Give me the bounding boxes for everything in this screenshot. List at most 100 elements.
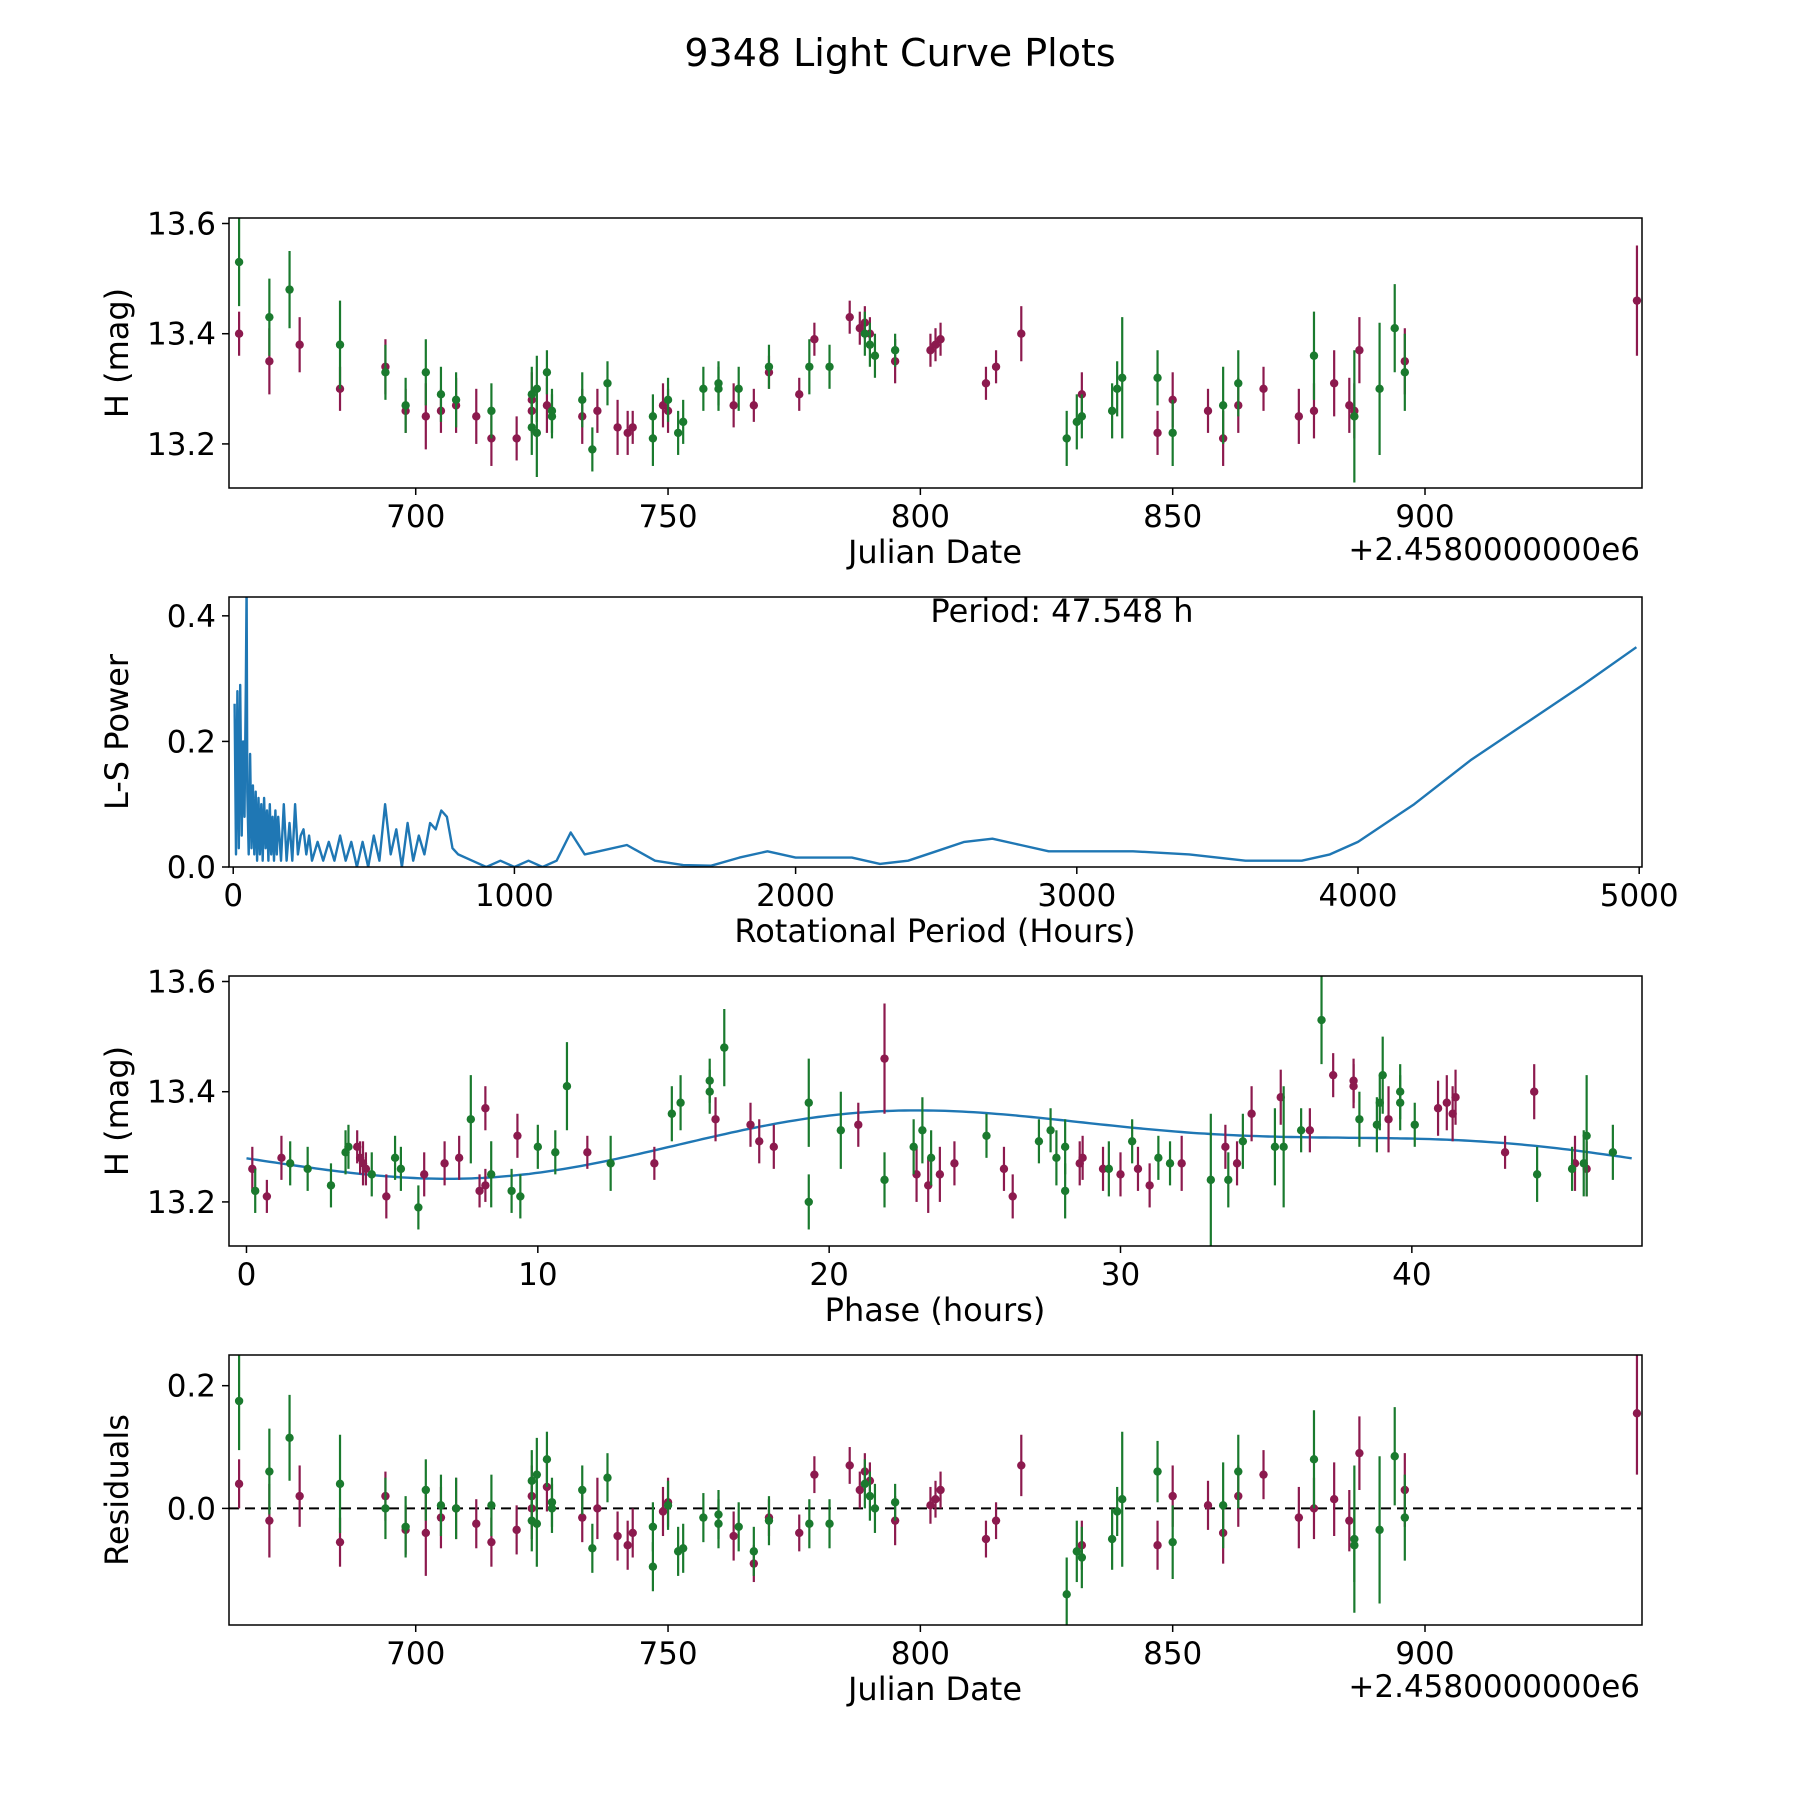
data-point bbox=[1060, 1142, 1070, 1152]
data-point bbox=[999, 1164, 1009, 1174]
data-point bbox=[593, 406, 602, 416]
data-point bbox=[1328, 1070, 1338, 1080]
data-point bbox=[578, 1513, 587, 1522]
phased-plot-area bbox=[246, 976, 1632, 1246]
data-point bbox=[588, 1544, 597, 1553]
data-point bbox=[335, 1537, 345, 1547]
data-point bbox=[860, 329, 870, 338]
data-point bbox=[1309, 351, 1319, 360]
periodogram-x-tick-label: 4000 bbox=[1319, 878, 1398, 914]
data-point bbox=[285, 285, 294, 294]
data-point bbox=[381, 368, 390, 377]
data-point bbox=[361, 1164, 371, 1174]
data-point bbox=[588, 445, 597, 454]
data-point bbox=[487, 1501, 496, 1510]
data-point bbox=[527, 1476, 536, 1485]
data-point bbox=[714, 379, 723, 388]
data-point bbox=[1153, 1541, 1162, 1550]
data-point bbox=[1294, 1513, 1304, 1522]
data-point bbox=[1177, 1159, 1186, 1168]
data-point bbox=[1530, 1087, 1539, 1096]
residuals-y-tick-label: 0.0 bbox=[167, 1491, 216, 1527]
data-point bbox=[613, 1531, 622, 1541]
periodogram-x-tick-label: 5000 bbox=[1600, 878, 1679, 914]
periodogram-panel: 0 1000 2000 3000 4000 5000 0.0 0.2 0.4 Period: … bbox=[98, 592, 1679, 950]
data-point bbox=[845, 1461, 854, 1470]
phased-x-axis-label: Phase (hours) bbox=[825, 1291, 1046, 1329]
data-point bbox=[578, 1485, 587, 1495]
data-point bbox=[991, 1516, 1001, 1525]
data-point bbox=[1203, 1501, 1213, 1510]
lightcurve-x-tick-label: 850 bbox=[1143, 499, 1202, 535]
phased-x-tick-label: 30 bbox=[1101, 1257, 1140, 1293]
data-point bbox=[1234, 1467, 1243, 1476]
lightcurve-series-2 bbox=[234, 218, 1410, 483]
data-point bbox=[512, 434, 521, 443]
data-point bbox=[593, 1504, 602, 1513]
periodogram-x-tick-label: 2000 bbox=[756, 878, 835, 914]
lightcurve-x-offset-label: +2.4580000000e6 bbox=[1348, 532, 1640, 568]
data-point bbox=[678, 1544, 688, 1553]
data-point bbox=[542, 401, 552, 410]
data-point bbox=[1234, 379, 1243, 388]
data-point bbox=[1118, 1495, 1127, 1504]
data-point bbox=[265, 1467, 274, 1476]
data-point bbox=[1329, 1495, 1339, 1504]
residuals-series-1 bbox=[234, 1355, 1642, 1583]
data-point bbox=[836, 1126, 846, 1135]
data-point bbox=[1221, 1142, 1230, 1152]
data-point bbox=[890, 1498, 900, 1507]
data-point bbox=[1060, 1186, 1070, 1196]
data-point bbox=[1127, 1137, 1137, 1146]
data-point bbox=[1203, 406, 1213, 416]
data-point bbox=[295, 340, 304, 349]
data-point bbox=[860, 1479, 870, 1489]
data-point bbox=[926, 1501, 935, 1510]
data-point bbox=[981, 379, 991, 388]
data-point bbox=[234, 1479, 244, 1489]
data-point bbox=[676, 1098, 685, 1107]
data-point bbox=[734, 1522, 743, 1532]
data-point bbox=[1112, 384, 1122, 394]
data-point bbox=[804, 1197, 813, 1207]
data-point bbox=[1238, 1137, 1248, 1146]
data-point bbox=[547, 412, 557, 421]
residuals-x-tick-label: 900 bbox=[1395, 1636, 1454, 1672]
data-point bbox=[991, 362, 1001, 371]
data-point bbox=[344, 1142, 353, 1152]
data-point bbox=[251, 1186, 260, 1196]
residuals-x-offset-label: +2.4580000000e6 bbox=[1348, 1669, 1640, 1705]
data-point bbox=[440, 1159, 449, 1168]
data-point bbox=[950, 1159, 959, 1168]
residuals-axes-frame bbox=[228, 1354, 1643, 1626]
data-point bbox=[421, 412, 431, 421]
phased-x-tick-label: 10 bbox=[518, 1257, 557, 1293]
data-point bbox=[890, 1516, 900, 1525]
data-point bbox=[421, 1528, 431, 1538]
data-point bbox=[1168, 1491, 1177, 1501]
data-point bbox=[855, 324, 865, 333]
data-point bbox=[825, 362, 834, 371]
phased-axes-frame bbox=[228, 975, 1643, 1247]
data-point bbox=[705, 1076, 714, 1085]
residuals-plot-area bbox=[229, 1355, 1642, 1625]
data-point bbox=[909, 1142, 918, 1152]
data-point bbox=[285, 1433, 294, 1443]
data-point bbox=[734, 384, 743, 394]
data-point bbox=[699, 384, 708, 394]
residuals-y-ticks: 0.0 0.2 bbox=[167, 1369, 229, 1527]
data-point bbox=[414, 1203, 423, 1212]
data-point bbox=[381, 1504, 390, 1513]
residuals-panel: 700 750 800 850 900 0.0 0.2 Julian Date +2.45… bbox=[98, 1354, 1643, 1708]
data-point bbox=[507, 1186, 516, 1196]
data-point bbox=[527, 423, 536, 432]
data-point bbox=[1259, 1470, 1268, 1479]
data-point bbox=[804, 1098, 813, 1107]
data-point bbox=[936, 335, 945, 344]
data-point bbox=[390, 1153, 400, 1163]
data-point bbox=[1329, 379, 1339, 388]
data-point bbox=[542, 368, 552, 377]
data-point bbox=[1567, 1164, 1577, 1174]
data-point bbox=[1153, 428, 1162, 438]
data-point bbox=[825, 1519, 834, 1528]
